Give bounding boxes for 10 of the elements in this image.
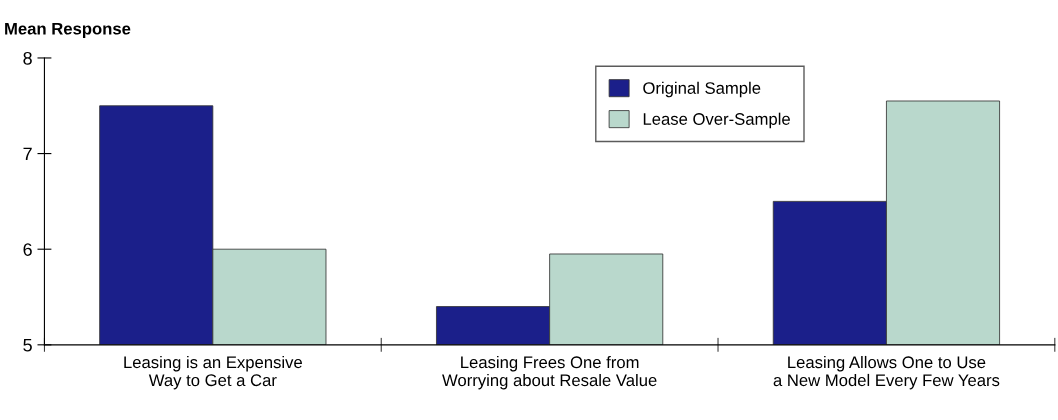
y-tick-label: 8	[23, 51, 32, 65]
legend-label: Original Sample	[643, 81, 761, 98]
x-tick-label: Leasing is an Expensive Way to Get a Car	[124, 355, 302, 390]
x-tick-label: Leasing Frees One from Worrying about Resale Value	[442, 355, 657, 390]
y-axis-title: Mean Response	[5, 22, 131, 38]
y-tick-label: 6	[23, 243, 32, 256]
y-tick-label: 7	[23, 147, 32, 161]
y-tick-label: 5	[23, 338, 32, 352]
legend-label: Lease Over-Sample	[643, 112, 790, 129]
x-tick-label: Leasing Allows One to Use a New Model Every Few Years	[773, 355, 1000, 390]
